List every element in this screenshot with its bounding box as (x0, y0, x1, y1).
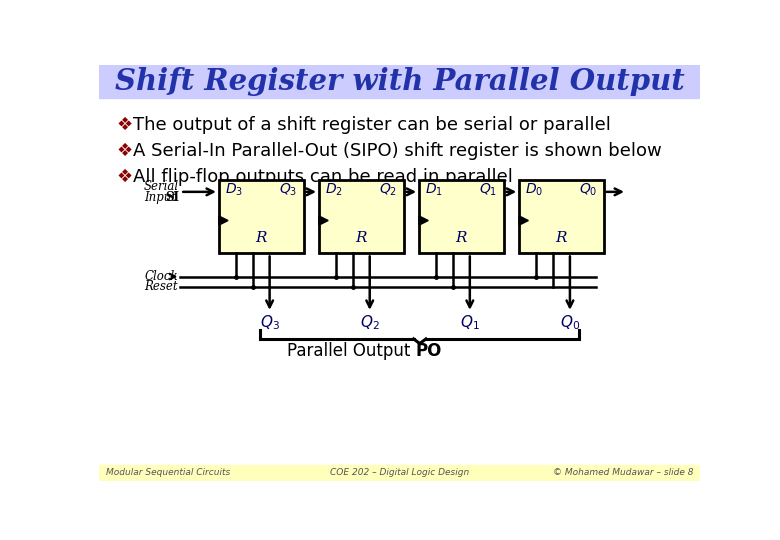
Text: ❖: ❖ (116, 168, 133, 186)
Text: $Q_1$: $Q_1$ (460, 313, 480, 332)
Bar (99, 65, 700, 98)
Text: R: R (456, 231, 467, 245)
Text: $Q_1$: $Q_1$ (480, 181, 498, 198)
Text: Shift Register with Parallel Output: Shift Register with Parallel Output (115, 68, 685, 96)
Text: A Serial-In Parallel-Out (SIPO) shift register is shown below: A Serial-In Parallel-Out (SIPO) shift re… (133, 142, 662, 160)
Text: Clock: Clock (144, 270, 178, 283)
Text: $Q_0$: $Q_0$ (580, 181, 597, 198)
Polygon shape (219, 216, 228, 225)
Text: $Q_2$: $Q_2$ (360, 313, 380, 332)
Text: ❖: ❖ (116, 142, 133, 160)
Text: $D_3$: $D_3$ (225, 181, 243, 198)
Polygon shape (419, 216, 428, 225)
Text: $Q_3$: $Q_3$ (279, 181, 297, 198)
Text: R: R (255, 231, 267, 245)
Text: Serial: Serial (144, 180, 179, 193)
Text: R: R (555, 231, 567, 245)
Bar (319, 180, 403, 253)
Text: SI: SI (165, 191, 179, 204)
Text: Parallel Output: Parallel Output (287, 342, 416, 360)
Bar (519, 180, 604, 253)
Text: Modular Sequential Circuits: Modular Sequential Circuits (105, 468, 230, 477)
Bar (99, 465, 700, 481)
Text: $D_1$: $D_1$ (425, 181, 443, 198)
Text: $D_0$: $D_0$ (525, 181, 544, 198)
Text: © Mohamed Mudawar – slide 8: © Mohamed Mudawar – slide 8 (553, 468, 694, 477)
Text: Input: Input (144, 191, 180, 204)
Text: $Q_2$: $Q_2$ (379, 181, 398, 198)
Bar (219, 180, 303, 253)
Text: $Q_0$: $Q_0$ (560, 313, 580, 332)
Text: $Q_3$: $Q_3$ (260, 313, 279, 332)
Text: Reset: Reset (144, 280, 178, 293)
Text: All flip-flop outputs can be read in parallel: All flip-flop outputs can be read in par… (133, 168, 513, 186)
Text: $D_2$: $D_2$ (325, 181, 343, 198)
Text: COE 202 – Digital Logic Design: COE 202 – Digital Logic Design (330, 468, 470, 477)
Polygon shape (319, 216, 328, 225)
Text: The output of a shift register can be serial or parallel: The output of a shift register can be se… (133, 116, 612, 134)
Text: ❖: ❖ (116, 116, 133, 134)
Text: PO: PO (416, 342, 442, 360)
Polygon shape (519, 216, 528, 225)
Text: R: R (356, 231, 367, 245)
Bar (419, 180, 504, 253)
